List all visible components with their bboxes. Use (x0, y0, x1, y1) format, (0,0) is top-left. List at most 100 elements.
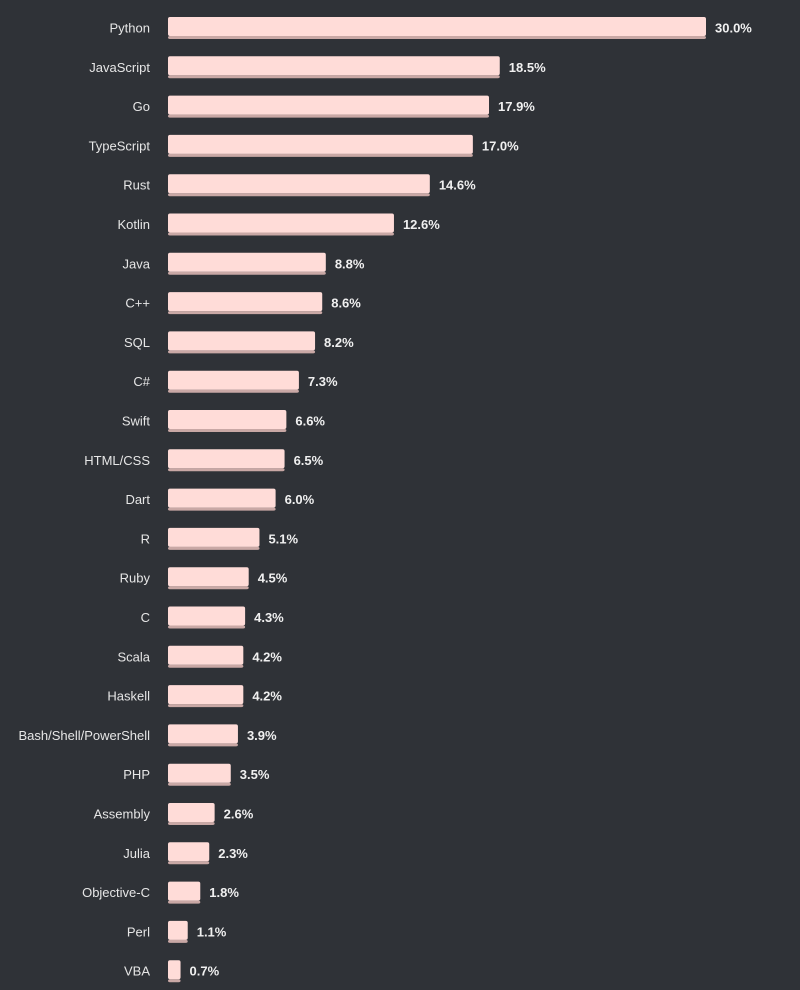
bar-row: Go 17.9% (133, 95, 535, 118)
value-label: 2.6% (224, 807, 254, 822)
bars-layer: Python 30.0% JavaScript 18.5% Go 17.9% TypeScr… (18, 17, 752, 983)
bar-shadow (168, 822, 215, 825)
category-label: SQL (124, 335, 150, 350)
value-label: 6.5% (294, 453, 324, 468)
value-label: 4.5% (258, 571, 288, 586)
bar-row: Objective-C 1.8% (82, 881, 239, 904)
bar-row: Julia 2.3% (123, 842, 248, 865)
bar-shadow (168, 193, 430, 197)
bar (168, 370, 299, 390)
bar-shadow (168, 429, 287, 432)
bar (168, 410, 287, 429)
bar-shadow (168, 625, 246, 629)
bar (168, 763, 231, 783)
bar (168, 331, 316, 351)
bar-row: Scala 4.2% (117, 645, 282, 668)
value-label: 12.6% (403, 217, 440, 232)
value-label: 4.2% (252, 649, 282, 664)
bar (168, 17, 706, 36)
bar-shadow (168, 153, 473, 157)
bar (168, 174, 430, 194)
bar-shadow (168, 232, 394, 236)
value-label: 7.3% (308, 374, 338, 389)
bar-row: SQL 8.2% (124, 331, 354, 354)
value-label: 30.0% (715, 21, 752, 36)
bar-shadow (168, 939, 188, 943)
bar (168, 567, 249, 587)
bar-row: Assembly 2.6% (94, 803, 254, 825)
category-label: Kotlin (117, 217, 150, 232)
value-label: 8.2% (324, 335, 354, 350)
category-label: R (141, 531, 150, 546)
bar-shadow (168, 664, 244, 668)
bar-shadow (168, 743, 238, 747)
bar-row: Ruby 4.5% (120, 567, 288, 590)
category-label: PHP (123, 767, 150, 782)
bar-shadow (168, 271, 326, 275)
bar-row: Python 30.0% (110, 17, 752, 39)
bar-row: Dart 6.0% (125, 488, 315, 511)
bar-shadow (168, 782, 231, 786)
category-label: Haskell (107, 689, 150, 704)
bar-shadow (168, 704, 244, 708)
value-label: 6.0% (285, 492, 315, 507)
bar-row: TypeScript 17.0% (89, 134, 519, 157)
value-label: 4.3% (254, 610, 284, 625)
category-label: Java (123, 256, 151, 271)
bar-shadow (168, 75, 500, 79)
category-label: Go (133, 99, 150, 114)
bar-shadow (168, 900, 201, 904)
bar-row: PHP 3.5% (123, 763, 270, 786)
value-label: 14.6% (439, 178, 476, 193)
bar (168, 842, 210, 862)
bar-row: VBA 0.7% (124, 960, 220, 983)
bar-shadow (168, 507, 276, 511)
bar-row: HTML/CSS 6.5% (84, 449, 324, 472)
bar (168, 606, 246, 626)
bar-shadow (168, 311, 323, 315)
bar-shadow (168, 389, 299, 393)
category-label: Swift (122, 414, 151, 429)
bar-row: Perl 1.1% (127, 920, 227, 943)
category-label: Python (110, 21, 150, 36)
bar (168, 724, 238, 744)
bar-row: Swift 6.6% (122, 410, 325, 432)
bar-shadow (168, 350, 316, 354)
bar-shadow (168, 468, 285, 472)
bar (168, 960, 181, 980)
category-label: Julia (123, 846, 151, 861)
bar (168, 920, 188, 940)
bar (168, 292, 323, 312)
bar-shadow (168, 979, 181, 983)
bar (168, 488, 276, 508)
value-label: 8.8% (335, 256, 365, 271)
bar (168, 803, 215, 822)
category-label: Ruby (120, 571, 151, 586)
bar-row: C 4.3% (141, 606, 284, 629)
value-label: 17.0% (482, 138, 519, 153)
value-label: 2.3% (218, 846, 248, 861)
bar (168, 449, 285, 469)
category-label: TypeScript (89, 138, 151, 153)
category-label: Scala (117, 649, 150, 664)
bar-row: Kotlin 12.6% (117, 213, 440, 236)
bar (168, 56, 500, 76)
bar (168, 252, 326, 272)
value-label: 1.1% (197, 924, 227, 939)
category-label: HTML/CSS (84, 453, 150, 468)
bar-shadow (168, 586, 249, 590)
bar (168, 134, 473, 154)
bar (168, 527, 260, 547)
bar-shadow (168, 36, 706, 39)
category-label: Assembly (94, 807, 151, 822)
category-label: C++ (125, 296, 150, 311)
bar-shadow (168, 861, 210, 865)
value-label: 5.1% (268, 531, 298, 546)
bar-shadow (168, 546, 260, 550)
category-label: C (141, 610, 150, 625)
category-label: Dart (125, 492, 150, 507)
bar-row: R 5.1% (141, 527, 299, 550)
bar (168, 685, 244, 705)
